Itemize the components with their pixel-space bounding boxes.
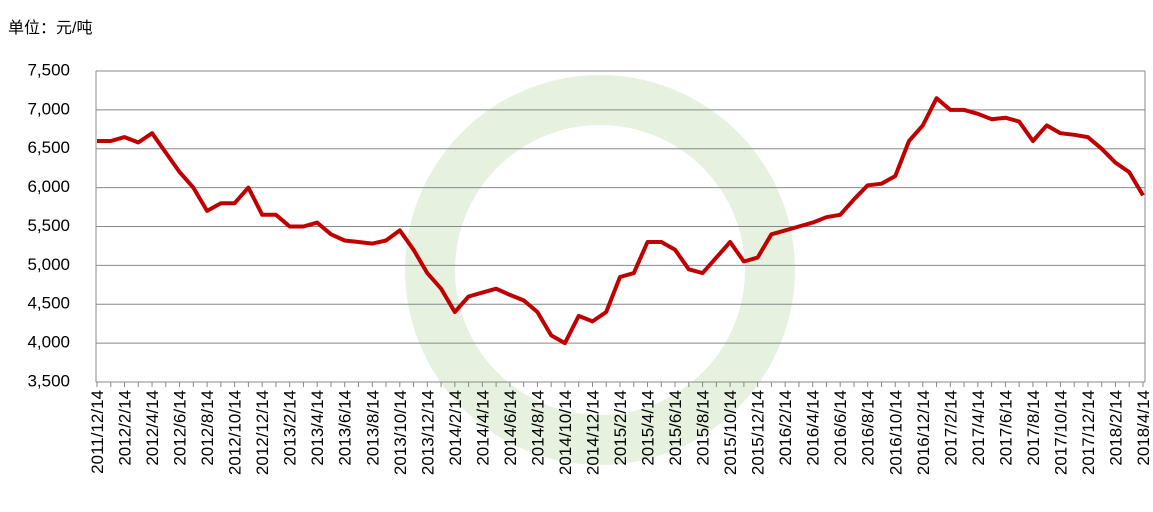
watermark (405, 75, 795, 465)
x-tick-label: 2013/4/14 (308, 390, 327, 466)
x-tick-label: 2012/12/14 (253, 390, 272, 475)
x-tick-label: 2014/4/14 (473, 390, 492, 466)
x-tick-label: 2012/2/14 (116, 390, 135, 466)
x-tick-label: 2014/2/14 (446, 390, 465, 466)
x-tick-label: 2017/4/14 (969, 390, 988, 466)
y-tick-label: 6,500 (27, 138, 70, 157)
x-tick-label: 2017/12/14 (1079, 390, 1098, 475)
x-tick-label: 2017/8/14 (1024, 390, 1043, 466)
x-tick-label: 2014/6/14 (501, 390, 520, 466)
x-tick-label: 2015/12/14 (749, 390, 768, 475)
x-tick-label: 2014/12/14 (583, 390, 602, 475)
x-tick-label: 2016/2/14 (776, 390, 795, 466)
y-tick-label: 4,000 (27, 333, 70, 352)
y-tick-label: 4,500 (27, 294, 70, 313)
x-tick-label: 2012/8/14 (198, 390, 217, 466)
y-tick-label: 5,500 (27, 216, 70, 235)
x-tick-label: 2017/2/14 (941, 390, 960, 466)
y-tick-label: 5,000 (27, 255, 70, 274)
x-tick-label: 2013/10/14 (391, 390, 410, 475)
x-tick-label: 2015/4/14 (639, 390, 658, 466)
x-tick-label: 2014/10/14 (556, 390, 575, 475)
x-tick-label: 2012/6/14 (171, 390, 190, 466)
x-tick-label: 2016/6/14 (831, 390, 850, 466)
x-tick-label: 2013/2/14 (281, 390, 300, 466)
x-tick-label: 2015/8/14 (694, 390, 713, 466)
x-tick-label: 2013/12/14 (418, 390, 437, 475)
y-tick-label: 6,000 (27, 177, 70, 196)
x-tick-label: 2018/4/14 (1134, 390, 1153, 466)
x-tick-label: 2016/4/14 (804, 390, 823, 466)
x-tick-label: 2014/8/14 (528, 390, 547, 466)
x-tick-label: 2016/10/14 (886, 390, 905, 475)
x-tick-label: 2017/10/14 (1051, 390, 1070, 475)
x-tick-label: 2011/12/14 (88, 390, 107, 474)
price-line (97, 96, 1145, 346)
x-tick-label: 2012/4/14 (143, 390, 162, 466)
y-tick-label: 7,000 (27, 99, 70, 118)
x-tick-label: 2012/10/14 (226, 390, 245, 475)
x-tick-label: 2016/12/14 (914, 390, 933, 475)
x-tick-label: 2015/2/14 (611, 390, 630, 466)
x-tick-label: 2017/6/14 (996, 390, 1015, 466)
x-tick-label: 2013/6/14 (336, 390, 355, 466)
unit-label: 单位：元/吨 (8, 19, 92, 37)
y-tick-label: 3,500 (27, 371, 70, 390)
x-tick-label: 2013/8/14 (363, 390, 382, 466)
y-tick-label: 7,500 (27, 60, 70, 79)
x-tick-label: 2016/8/14 (859, 390, 878, 466)
x-tick-label: 2018/2/14 (1106, 390, 1125, 466)
x-tick-label: 2015/6/14 (666, 390, 685, 466)
x-tick-label: 2015/10/14 (721, 390, 740, 475)
